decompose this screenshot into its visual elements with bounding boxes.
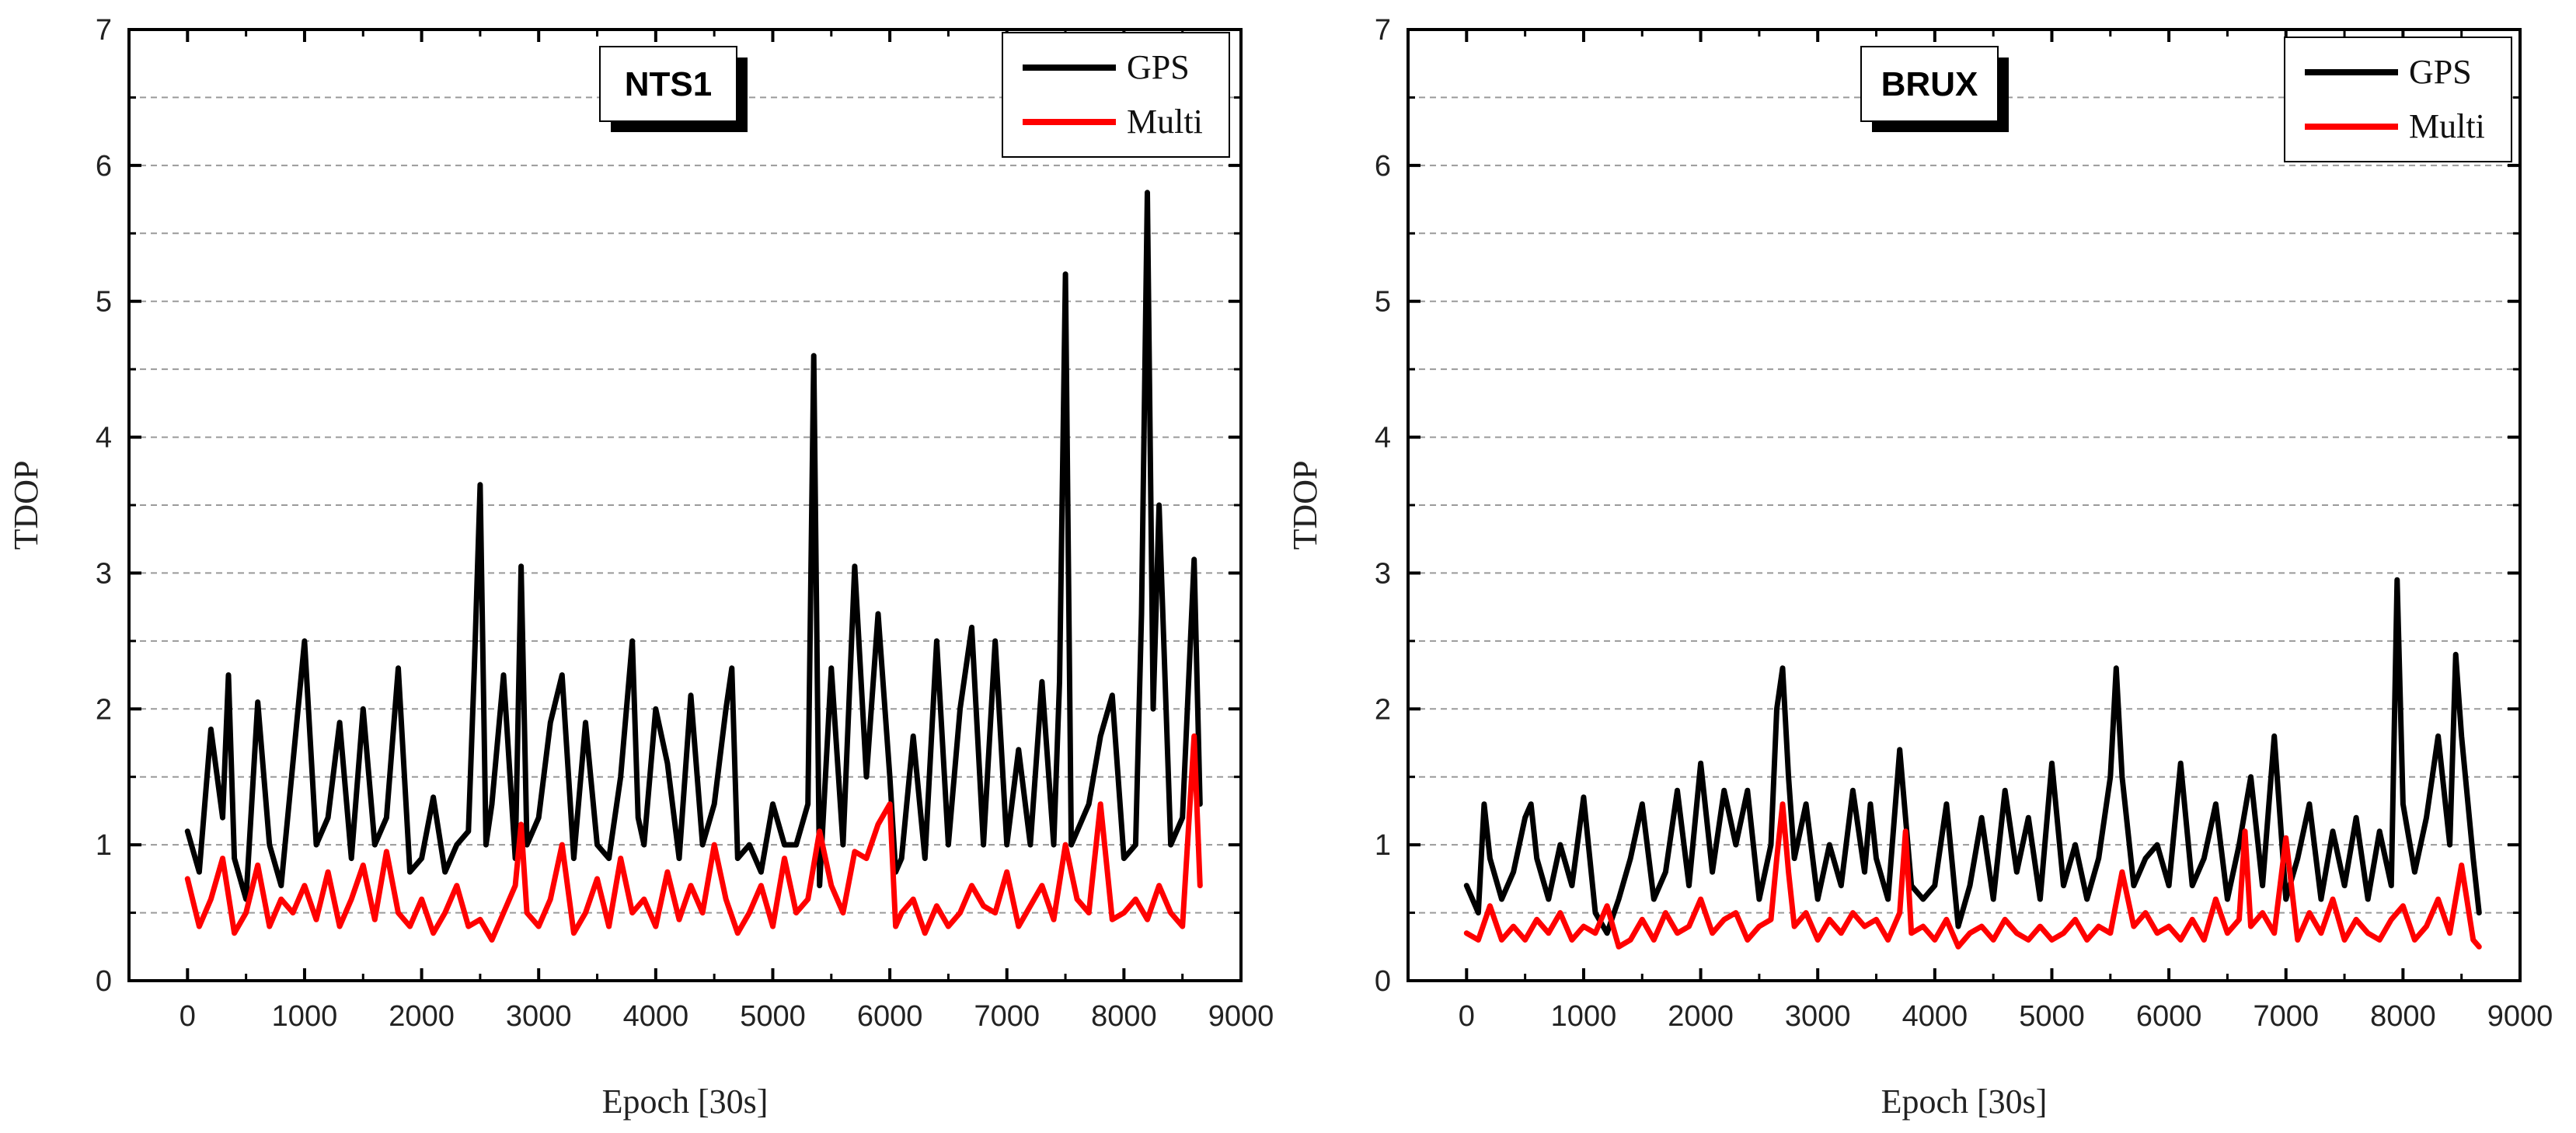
station-label-box <box>599 46 737 122</box>
y-tick-label: 4 <box>96 422 112 455</box>
series-line-gps <box>184 190 1203 902</box>
y-tick-label: 2 <box>1375 693 1391 726</box>
x-tick-label: 8000 <box>1091 1000 1157 1033</box>
series-line-gps <box>1463 577 2482 936</box>
x-tick-label: 2000 <box>389 1000 455 1033</box>
station-label: BRUX <box>1860 46 2009 132</box>
x-tick-label: 9000 <box>1208 1000 1274 1033</box>
legend-label-gps: GPS <box>1127 48 1190 86</box>
y-axis-title: TDOP <box>7 461 45 550</box>
legend: GPS Multi <box>1002 32 1230 158</box>
chart-nts1: 0 1 2 3 4 5 6 7 0 1000 2000 3000 4000 5000 6000 7000 800… <box>7 14 1274 1121</box>
x-tick-label: 7000 <box>2253 1000 2319 1033</box>
y-tick-label: 0 <box>1375 965 1391 998</box>
y-axis-title: TDOP <box>1286 461 1324 550</box>
station-label-box <box>1860 46 1999 122</box>
legend-label-multi: Multi <box>2409 107 2485 145</box>
y-tick-label: 2 <box>96 693 112 726</box>
legend-label-multi: Multi <box>1127 103 1203 141</box>
x-tick-label: 5000 <box>2019 1000 2085 1033</box>
y-tick-label: 6 <box>1375 150 1391 183</box>
x-tick-label: 6000 <box>857 1000 923 1033</box>
y-tick-label: 3 <box>1375 557 1391 590</box>
x-tick-label: 8000 <box>2370 1000 2436 1033</box>
y-tick-label: 1 <box>1375 829 1391 862</box>
y-tick-label: 1 <box>96 829 112 862</box>
y-tick-label: 0 <box>96 965 112 998</box>
x-tick-label: 1000 <box>1551 1000 1617 1033</box>
series-line-multi <box>184 733 1203 943</box>
chart-brux: 0 1 2 3 4 5 6 7 0 1000 2000 3000 4000 5000 6000 7000 800… <box>1286 14 2553 1121</box>
x-tick-label: 3000 <box>1785 1000 1851 1033</box>
x-tick-label: 2000 <box>1668 1000 1734 1033</box>
legend-label-gps: GPS <box>2409 53 2472 91</box>
station-label: NTS1 <box>599 46 748 132</box>
x-tick-label: 7000 <box>974 1000 1040 1033</box>
x-axis-title: Epoch [30s] <box>602 1082 769 1121</box>
y-tick-label: 3 <box>96 557 112 590</box>
station-label-text: BRUX <box>1881 65 1978 103</box>
y-tick-label: 7 <box>1375 14 1391 47</box>
x-tick-label: 6000 <box>2136 1000 2202 1033</box>
legend: GPS Multi <box>2284 37 2512 162</box>
x-tick-label: 3000 <box>506 1000 572 1033</box>
legend-box <box>1002 32 1230 158</box>
x-tick-label: 4000 <box>1902 1000 1968 1033</box>
x-axis-title: Epoch [30s] <box>1881 1082 2048 1121</box>
station-label-text: NTS1 <box>625 65 712 103</box>
y-tick-label: 6 <box>96 150 112 183</box>
legend-box <box>2284 37 2512 162</box>
y-tick-label: 5 <box>96 286 112 319</box>
x-tick-label: 1000 <box>272 1000 338 1033</box>
y-tick-label: 5 <box>1375 286 1391 319</box>
x-tick-label: 9000 <box>2487 1000 2553 1033</box>
series-line-multi <box>1463 801 2482 950</box>
x-tick-label: 0 <box>1459 1000 1475 1033</box>
x-tick-label: 0 <box>180 1000 196 1033</box>
y-tick-label: 4 <box>1375 422 1391 455</box>
x-tick-label: 5000 <box>740 1000 806 1033</box>
y-tick-label: 7 <box>96 14 112 47</box>
x-tick-label: 4000 <box>623 1000 689 1033</box>
